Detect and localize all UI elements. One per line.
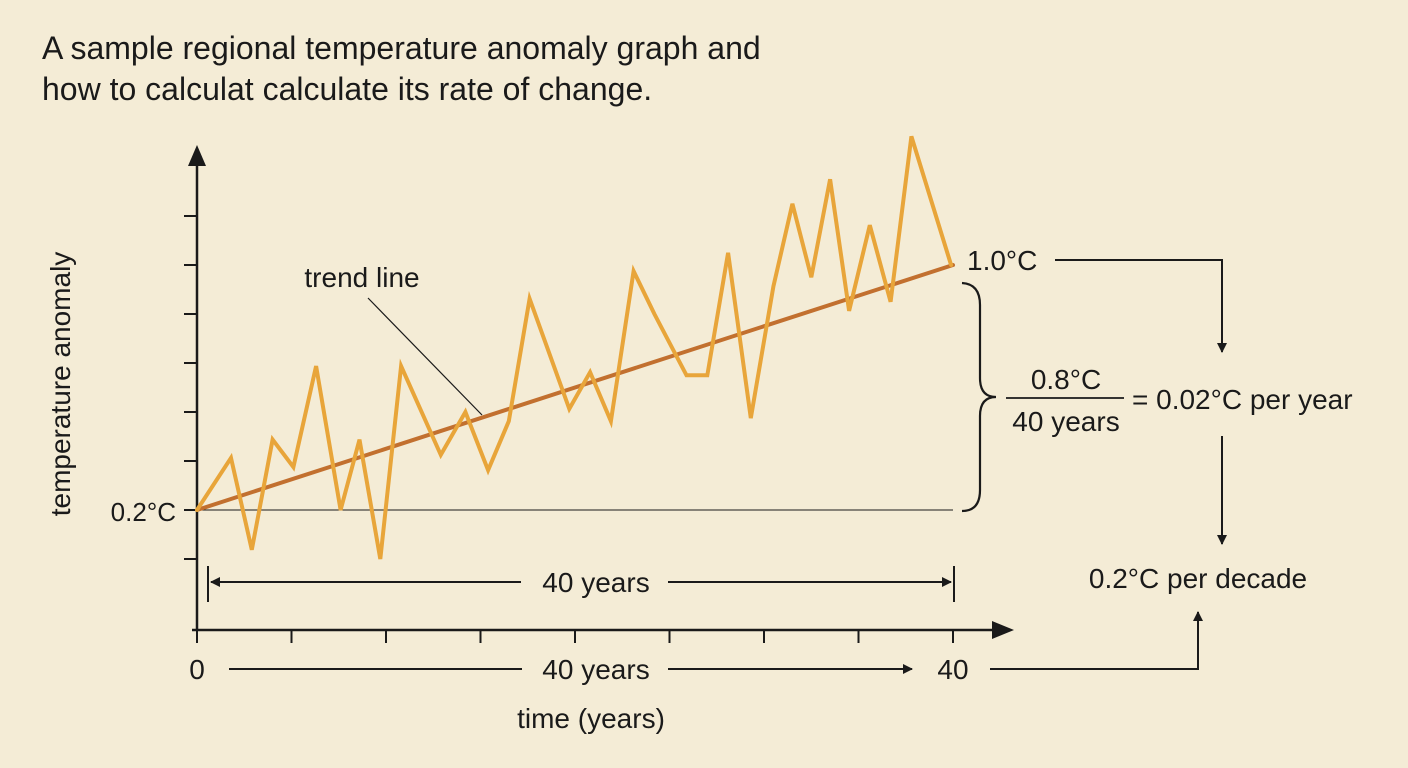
y-ticks — [184, 215, 197, 560]
y-tick-label-start: 0.2°C — [111, 497, 176, 527]
temperature-anomaly-series — [195, 135, 954, 560]
trend-line-leader — [367, 297, 483, 416]
axis-span-label: 40 years — [542, 654, 649, 685]
fraction-numerator: 0.8°C — [1031, 364, 1101, 395]
rate-per-decade-label: 0.2°C per decade — [1089, 563, 1307, 594]
chart-title-line-2: how to calculat calculate its rate of ch… — [42, 71, 653, 107]
y-axis-arrowhead — [188, 145, 206, 166]
x-axis-arrowhead — [992, 621, 1014, 639]
span-label: 40 years — [542, 567, 649, 598]
x-tick-label-end: 40 — [937, 654, 968, 685]
end-value-label: 1.0°C — [967, 245, 1037, 276]
rise-brace — [961, 281, 997, 513]
fraction-denominator: 40 years — [1012, 406, 1119, 437]
chart-title: A sample regional temperature anomaly gr… — [42, 28, 862, 110]
trend-line-label: trend line — [304, 262, 419, 293]
x-axis-label: time (years) — [517, 703, 665, 734]
chart-title-line-1: A sample regional temperature anomaly gr… — [42, 30, 761, 66]
x-ticks — [196, 630, 954, 643]
rate-per-year-label: = 0.02°C per year — [1132, 384, 1353, 415]
end-value-arrow — [1055, 259, 1227, 353]
y-axis-label: temperature anomaly — [45, 252, 76, 517]
trend-line — [195, 263, 955, 512]
axis-end-to-decade-arrow — [990, 611, 1203, 670]
x-tick-label-start: 0 — [189, 654, 205, 685]
